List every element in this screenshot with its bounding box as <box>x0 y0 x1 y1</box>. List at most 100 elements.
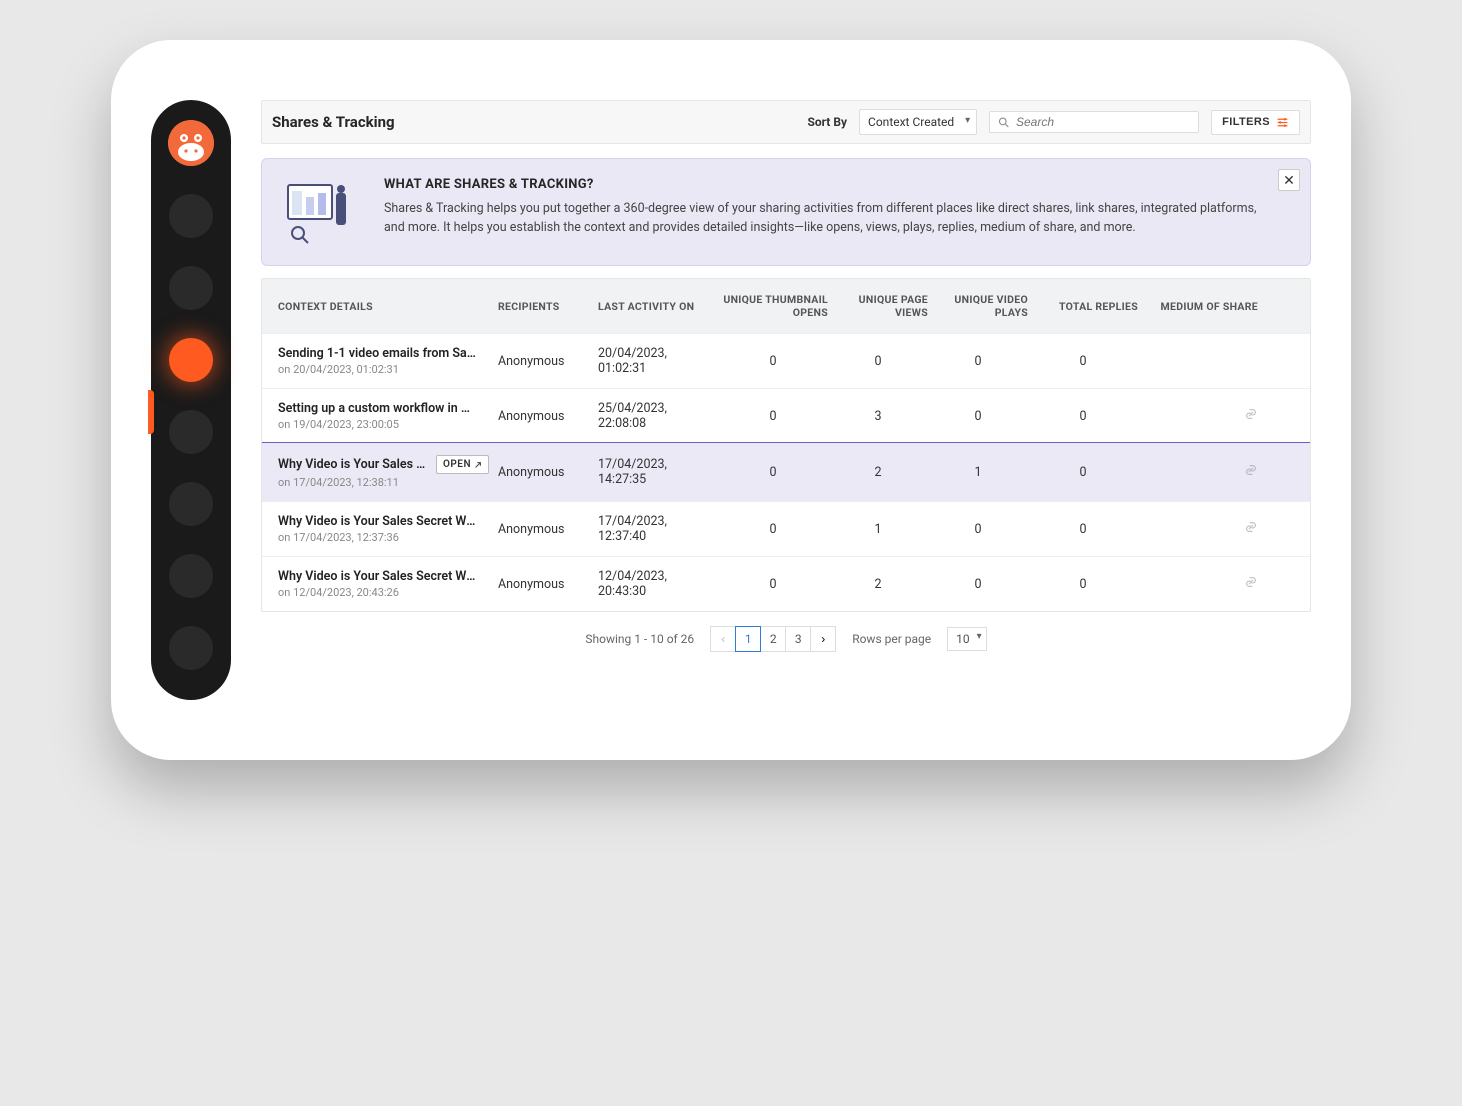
context-title: Why Video is Your Sales Secret Weapon... <box>278 569 478 584</box>
medium-cell <box>1138 520 1258 538</box>
sortby-value: Context Created <box>868 115 954 129</box>
recipients-cell: Anonymous <box>498 577 598 592</box>
context-cell: Setting up a custom workflow in HubS...o… <box>278 401 498 431</box>
table-body: Sending 1-1 video emails from Salesforce… <box>262 333 1310 611</box>
video-plays-cell: 0 <box>928 409 1028 424</box>
link-icon <box>1244 578 1258 593</box>
context-timestamp: on 19/04/2023, 23:00:05 <box>278 418 498 431</box>
col-replies: TOTAL REPLIES <box>1028 300 1138 313</box>
thumb-opens-cell: 0 <box>718 354 828 369</box>
banner-body: Shares & Tracking helps you put together… <box>384 200 1266 238</box>
video-plays-cell: 0 <box>928 522 1028 537</box>
table-row[interactable]: Why Video is Your Sales Secret Weapon...… <box>262 501 1310 556</box>
filters-label: FILTERS <box>1222 116 1270 128</box>
page-number-button[interactable]: 3 <box>785 626 811 652</box>
recipients-cell: Anonymous <box>498 465 598 480</box>
search-input[interactable] <box>1016 115 1190 129</box>
col-recipients: RECIPIENTS <box>498 300 598 313</box>
table-row[interactable]: Why Video is Your Sales Secr... OPEN on 1… <box>261 442 1311 502</box>
col-video-plays: UNIQUE VIDEO PLAYS <box>928 293 1028 319</box>
context-title: Why Video is Your Sales Secr... <box>278 457 428 472</box>
sortby-dropdown[interactable]: Context Created <box>859 109 977 135</box>
medium-cell <box>1138 575 1258 593</box>
pager: ‹123› <box>710 626 836 652</box>
sidebar-nav-item-7[interactable] <box>169 626 213 670</box>
replies-cell: 0 <box>1028 354 1138 369</box>
table-row[interactable]: Setting up a custom workflow in HubS...o… <box>262 388 1310 443</box>
filters-icon <box>1276 116 1289 129</box>
banner-title: WHAT ARE SHARES & TRACKING? <box>384 177 1266 192</box>
context-timestamp: on 17/04/2023, 12:37:36 <box>278 531 498 544</box>
toolbar: Shares & Tracking Sort By Context Create… <box>261 100 1311 144</box>
page-views-cell: 2 <box>828 577 928 592</box>
page-views-cell: 1 <box>828 522 928 537</box>
table-row[interactable]: Sending 1-1 video emails from Salesforce… <box>262 333 1310 388</box>
page-views-cell: 2 <box>828 465 928 480</box>
table-row[interactable]: Why Video is Your Sales Secret Weapon...… <box>262 556 1310 611</box>
last-activity-cell: 17/04/2023,14:27:35 <box>598 457 718 487</box>
device-frame: Shares & Tracking Sort By Context Create… <box>111 40 1351 760</box>
filters-button[interactable]: FILTERS <box>1211 110 1300 135</box>
col-thumb-opens: UNIQUE THUMBNAIL OPENS <box>718 293 828 319</box>
replies-cell: 0 <box>1028 577 1138 592</box>
sidebar-rail <box>151 100 231 700</box>
sidebar-nav-item-1[interactable] <box>169 194 213 238</box>
banner-close-button[interactable]: ✕ <box>1278 169 1300 191</box>
page-views-cell: 3 <box>828 409 928 424</box>
medium-cell <box>1138 407 1258 425</box>
pagination-showing: Showing 1 - 10 of 26 <box>585 632 694 646</box>
main-content: Shares & Tracking Sort By Context Create… <box>261 100 1311 700</box>
page-number-button[interactable]: 1 <box>735 626 761 652</box>
close-icon: ✕ <box>1283 173 1295 187</box>
sidebar-nav-item-5[interactable] <box>169 482 213 526</box>
info-banner: WHAT ARE SHARES & TRACKING? Shares & Tra… <box>261 158 1311 266</box>
context-cell: Why Video is Your Sales Secr... OPEN on 1… <box>278 455 498 489</box>
context-timestamp: on 17/04/2023, 12:38:11 <box>278 476 498 489</box>
sidebar-nav-item-3-active[interactable] <box>169 338 213 382</box>
page-number-button[interactable]: 2 <box>760 626 786 652</box>
last-activity-cell: 25/04/2023,22:08:08 <box>598 401 718 431</box>
context-timestamp: on 20/04/2023, 01:02:31 <box>278 363 498 376</box>
context-title: Sending 1-1 video emails from Salesforce <box>278 346 478 361</box>
context-cell: Sending 1-1 video emails from Salesforce… <box>278 346 498 376</box>
video-plays-cell: 0 <box>928 577 1028 592</box>
sidebar-nav-item-2[interactable] <box>169 266 213 310</box>
sidebar-active-indicator <box>148 390 154 434</box>
medium-cell <box>1138 463 1258 481</box>
link-icon <box>1244 466 1258 481</box>
thumb-opens-cell: 0 <box>718 409 828 424</box>
last-activity-cell: 17/04/2023,12:37:40 <box>598 514 718 544</box>
link-icon <box>1244 410 1258 425</box>
thumb-opens-cell: 0 <box>718 577 828 592</box>
sidebar-nav-item-6[interactable] <box>169 554 213 598</box>
pagination: Showing 1 - 10 of 26 ‹123› Rows per page… <box>261 612 1311 658</box>
replies-cell: 0 <box>1028 409 1138 424</box>
app-logo[interactable] <box>168 120 214 166</box>
replies-cell: 0 <box>1028 465 1138 480</box>
thumb-opens-cell: 0 <box>718 522 828 537</box>
page-title: Shares & Tracking <box>272 113 395 131</box>
context-cell: Why Video is Your Sales Secret Weapon...… <box>278 514 498 544</box>
sidebar-nav-item-4[interactable] <box>169 410 213 454</box>
last-activity-cell: 12/04/2023,20:43:30 <box>598 569 718 599</box>
page-next-button[interactable]: › <box>810 626 836 652</box>
open-button[interactable]: OPEN <box>436 455 489 474</box>
page-views-cell: 0 <box>828 354 928 369</box>
context-cell: Why Video is Your Sales Secret Weapon...… <box>278 569 498 599</box>
recipients-cell: Anonymous <box>498 409 598 424</box>
thumb-opens-cell: 0 <box>718 465 828 480</box>
rows-per-page-dropdown[interactable]: 10 <box>947 627 987 651</box>
search-icon <box>998 116 1010 129</box>
col-last-activity: LAST ACTIVITY ON <box>598 300 718 313</box>
last-activity-cell: 20/04/2023,01:02:31 <box>598 346 718 376</box>
video-plays-cell: 0 <box>928 354 1028 369</box>
hippo-logo-icon <box>168 120 214 166</box>
table-header-row: CONTEXT DETAILS RECIPIENTS LAST ACTIVITY… <box>262 279 1310 333</box>
col-page-views: UNIQUE PAGE VIEWS <box>828 293 928 319</box>
rows-per-page-value: 10 <box>956 632 970 646</box>
rows-per-page-label: Rows per page <box>852 632 931 646</box>
page-prev-button[interactable]: ‹ <box>710 626 736 652</box>
context-title: Why Video is Your Sales Secret Weapon... <box>278 514 478 529</box>
search-box[interactable] <box>989 111 1199 133</box>
shares-table: CONTEXT DETAILS RECIPIENTS LAST ACTIVITY… <box>261 278 1311 612</box>
